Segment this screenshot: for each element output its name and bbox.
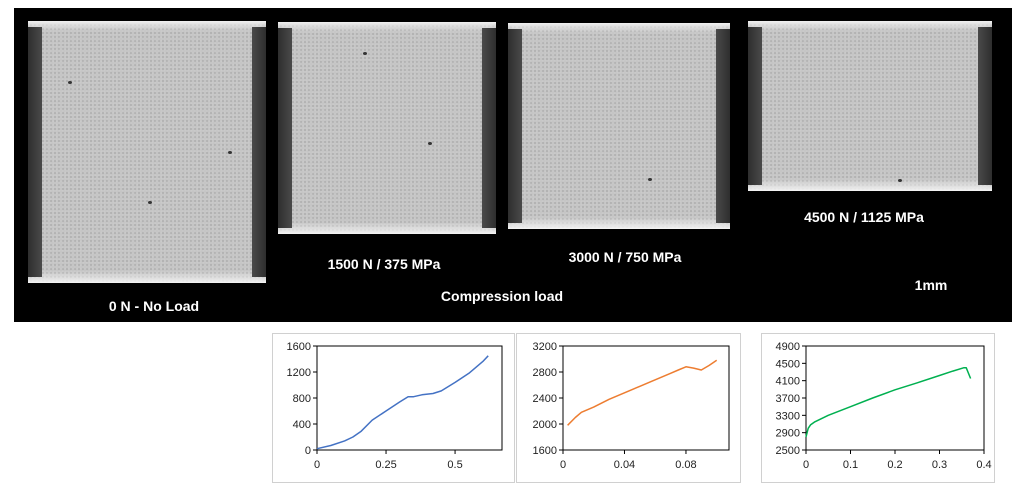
y-tick-label: 3200 — [533, 341, 557, 353]
x-tick-label: 0 — [314, 459, 320, 471]
stress-chart-1-svg: 0 400 800 1200 1600 0 0.25 0.5 — [287, 341, 503, 471]
series-line-0 — [567, 359, 718, 426]
specimen-label-3: 4500 N / 1125 MPa — [804, 209, 924, 225]
y-tick-label: 2000 — [533, 419, 557, 431]
plot-area-border — [316, 345, 503, 451]
y-tick-label: 4100 — [776, 376, 800, 388]
stress-chart-2-svg: 1600 2000 2400 2800 3200 0 0.04 0.08 — [533, 341, 730, 471]
y-tick-label: 1600 — [287, 341, 311, 353]
stress-chart-2: 1600 2000 2400 2800 3200 0 0.04 0.08 — [516, 333, 741, 483]
specimen-label-0: 0 N - No Load — [108, 298, 200, 314]
y-tick-label: 1600 — [533, 445, 557, 457]
y-tick-label: 2800 — [533, 367, 557, 379]
plot-area-border — [562, 345, 730, 451]
specimen-image-3 — [748, 21, 992, 191]
specimen-label-2: 3000 N / 750 MPa — [568, 249, 682, 265]
y-tick-label: 1200 — [287, 367, 311, 379]
x-tick-label: 0.08 — [675, 459, 696, 471]
y-tick-label: 2400 — [533, 393, 557, 405]
scale-bar-label: 1mm — [914, 277, 948, 293]
y-tick-label: 4900 — [776, 341, 800, 353]
series-line-0 — [805, 366, 972, 438]
y-tick-label: 0 — [305, 445, 311, 457]
stress-chart-3: 2500 2900 3300 3700 4100 4500 4900 0 0.1 0.2 0.3 0.… — [761, 333, 995, 483]
x-tick-label: 0.2 — [887, 459, 902, 471]
y-tick-label: 2900 — [776, 428, 800, 440]
specimen-label-1: 1500 N / 375 MPa — [327, 256, 441, 272]
stress-chart-3-svg: 2500 2900 3300 3700 4100 4500 4900 0 0.1 0.2 0.3 0.… — [776, 341, 992, 471]
y-tick-label: 2500 — [776, 445, 800, 457]
plot-area-border — [805, 345, 985, 451]
stress-chart-1: 0 400 800 1200 1600 0 0.25 0.5 — [272, 333, 515, 483]
y-tick-label: 3700 — [776, 393, 800, 405]
x-tick-label: 0.25 — [375, 459, 396, 471]
x-tick-label: 0.5 — [447, 459, 462, 471]
y-tick-label: 3300 — [776, 410, 800, 422]
x-tick-label: 0.1 — [843, 459, 858, 471]
y-tick-label: 4500 — [776, 358, 800, 370]
x-tick-label: 0.04 — [614, 459, 635, 471]
compression-load-caption: Compression load — [440, 288, 564, 304]
specimen-image-1 — [278, 22, 496, 234]
ct-image-panel: 0 N - No Load 1500 N / 375 MPa 3000 N / … — [14, 8, 1012, 322]
y-tick-label: 800 — [293, 393, 311, 405]
y-tick-label: 400 — [293, 419, 311, 431]
x-tick-label: 0 — [560, 459, 566, 471]
x-tick-label: 0.3 — [932, 459, 947, 471]
series-line-0 — [316, 355, 489, 450]
specimen-image-0 — [28, 21, 266, 283]
x-tick-label: 0 — [803, 459, 809, 471]
specimen-image-2 — [508, 23, 730, 229]
x-tick-label: 0.4 — [976, 459, 991, 471]
